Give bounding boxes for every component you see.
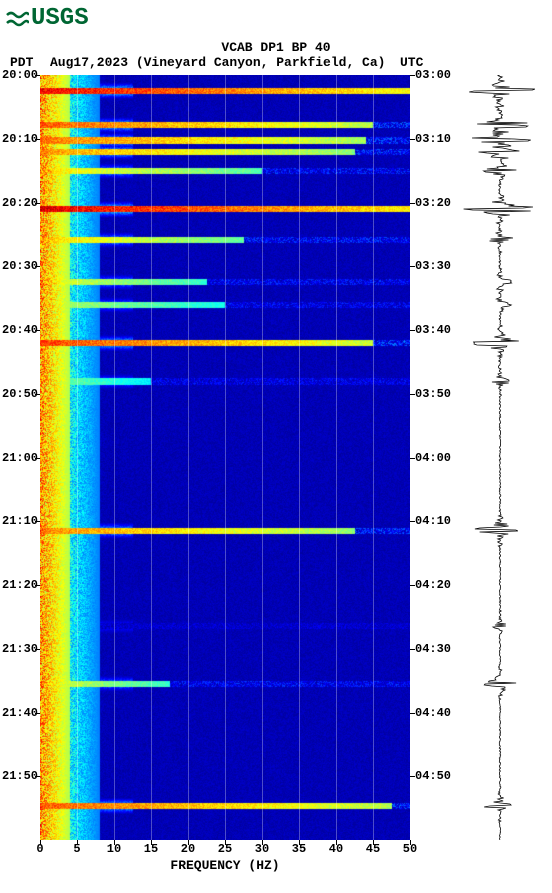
- usgs-logo: USGS: [5, 5, 89, 32]
- seismogram-panel: [455, 75, 545, 840]
- y-tick-right: 03:40: [415, 323, 451, 337]
- y-tick-right: 04:20: [415, 578, 451, 592]
- date-location: Aug17,2023 (Vineyard Canyon, Parkfield, …: [50, 55, 385, 70]
- y-tick-left: 20:10: [2, 132, 38, 146]
- y-tick-right: 04:40: [415, 706, 451, 720]
- y-tick-left: 20:20: [2, 196, 38, 210]
- chart-title: VCAB DP1 BP 40: [0, 40, 552, 55]
- y-tick-left: 20:30: [2, 259, 38, 273]
- y-tick-left: 21:00: [2, 451, 38, 465]
- y-tick-right: 03:00: [415, 68, 451, 82]
- y-tick-right: 04:50: [415, 769, 451, 783]
- y-tick-left: 21:40: [2, 706, 38, 720]
- wave-icon: [5, 7, 29, 31]
- y-tick-right: 03:50: [415, 387, 451, 401]
- y-tick-left: 20:50: [2, 387, 38, 401]
- y-tick-right: 04:00: [415, 451, 451, 465]
- y-tick-right: 03:20: [415, 196, 451, 210]
- y-tick-right: 04:30: [415, 642, 451, 656]
- y-tick-left: 20:00: [2, 68, 38, 82]
- y-tick-right: 04:10: [415, 514, 451, 528]
- y-tick-left: 21:20: [2, 578, 38, 592]
- y-tick-right: 03:30: [415, 259, 451, 273]
- logo-text: USGS: [31, 5, 89, 32]
- y-tick-left: 21:10: [2, 514, 38, 528]
- seismogram-trace: [455, 75, 545, 840]
- y-tick-left: 20:40: [2, 323, 38, 337]
- y-tick-left: 21:50: [2, 769, 38, 783]
- y-tick-left: 21:30: [2, 642, 38, 656]
- y-tick-right: 03:10: [415, 132, 451, 146]
- x-axis-label: FREQUENCY (HZ): [40, 858, 410, 873]
- spectrogram-plot: [40, 75, 410, 840]
